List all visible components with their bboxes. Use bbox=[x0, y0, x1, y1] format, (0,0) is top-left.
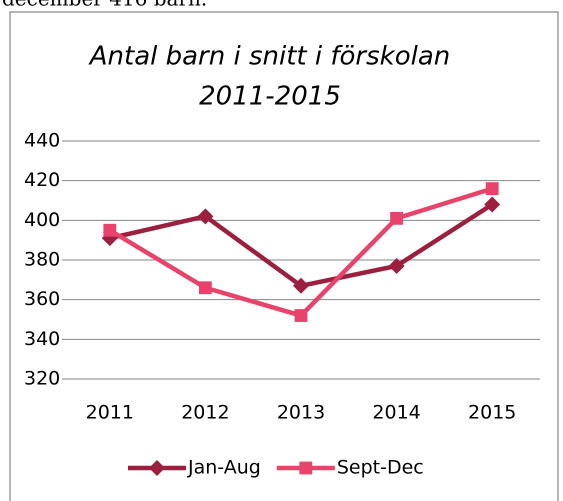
data-point bbox=[294, 309, 308, 322]
data-point bbox=[390, 211, 403, 225]
data-point bbox=[199, 281, 212, 295]
x-tick-label: 2012 bbox=[181, 402, 229, 424]
data-point bbox=[485, 182, 499, 195]
y-tick-label: 440 bbox=[24, 130, 60, 152]
chart-title: Antal barn i snitt i förskolan bbox=[88, 42, 451, 72]
data-point bbox=[388, 257, 405, 274]
legend-marker bbox=[149, 460, 165, 476]
data-point bbox=[197, 208, 214, 225]
y-tick-label: 360 bbox=[24, 288, 60, 310]
data-point bbox=[293, 277, 309, 294]
chart-title: 2011-2015 bbox=[199, 82, 341, 112]
legend-label: Sept-Dec bbox=[337, 457, 424, 479]
x-tick-label: 2013 bbox=[277, 402, 325, 424]
data-point bbox=[103, 223, 117, 237]
y-tick-label: 380 bbox=[24, 249, 60, 271]
y-tick-label: 320 bbox=[24, 368, 60, 390]
legend-label: Jan-Aug bbox=[187, 457, 261, 479]
x-tick-label: 2011 bbox=[86, 402, 134, 424]
x-tick-label: 2015 bbox=[468, 402, 516, 424]
x-tick-label: 2014 bbox=[372, 402, 420, 424]
y-tick-label: 420 bbox=[24, 169, 60, 191]
chart-frame bbox=[9, 11, 559, 501]
caption: december 416 barn. bbox=[2, 0, 207, 11]
legend-marker bbox=[299, 461, 313, 475]
data-point bbox=[484, 196, 501, 213]
y-tick-label: 340 bbox=[24, 328, 60, 350]
y-tick-label: 400 bbox=[24, 209, 60, 231]
